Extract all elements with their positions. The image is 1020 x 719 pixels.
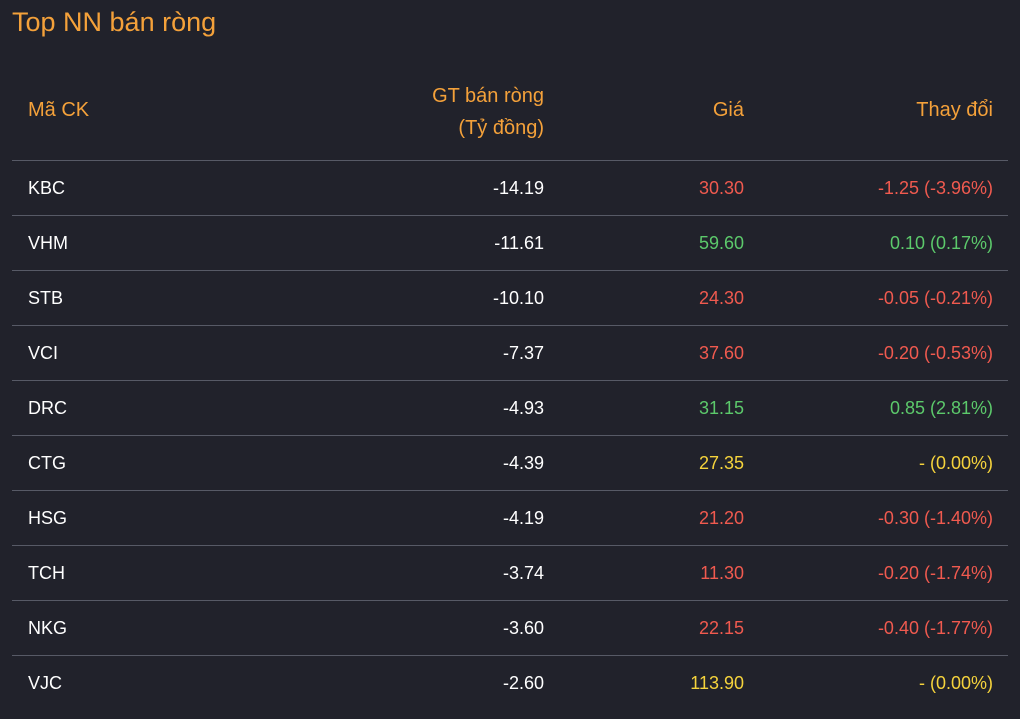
header-net-sell-value-line1: GT bán ròng [432,85,544,107]
table-row[interactable]: TCH -3.74 11.30 -0.20 (-1.74%) [12,546,1008,601]
price: 24.30 [698,288,744,308]
price: 31.15 [698,398,744,418]
price-change: -0.20 (-0.53%) [877,343,993,363]
net-sell-value: -4.39 [502,453,544,473]
net-sell-value: -7.37 [502,343,544,363]
price: 11.30 [700,563,744,583]
table-row[interactable]: HSG -4.19 21.20 -0.30 (-1.40%) [12,491,1008,546]
net-sell-value: -11.61 [494,233,544,253]
stock-code[interactable]: HSG [28,508,68,528]
price-change: -1.25 (-3.96%) [877,178,993,198]
price-change: -0.40 (-1.77%) [877,618,993,638]
header-net-sell-value-line2: (Tỷ đồng) [458,117,544,139]
table-row[interactable]: VCI -7.37 37.60 -0.20 (-0.53%) [12,326,1008,381]
stock-code[interactable]: VHM [28,233,68,253]
table-row[interactable]: DRC -4.93 31.15 0.85 (2.81%) [12,381,1008,436]
price-change: -0.20 (-1.74%) [877,563,993,583]
stock-code[interactable]: VJC [28,673,63,693]
net-sell-table: Mã CK GT bán ròng (Tỷ đồng) Giá Thay đổi… [12,72,1008,710]
header-net-sell-value[interactable]: GT bán ròng (Tỷ đồng) [432,80,544,144]
price: 27.35 [698,453,744,473]
widget-title: Top NN bán ròng [12,7,217,37]
price-change: -0.05 (-0.21%) [877,288,993,308]
price-change: 0.10 (0.17%) [889,233,993,253]
price: 21.20 [698,508,744,528]
table-row[interactable]: CTG -4.39 27.35 - (0.00%) [12,436,1008,491]
stock-code[interactable]: TCH [28,563,65,583]
table-row[interactable]: VHM -11.61 59.60 0.10 (0.17%) [12,216,1008,271]
price: 37.60 [698,343,744,363]
net-sell-value: -2.60 [502,673,544,693]
net-sell-value: -4.93 [502,398,544,418]
price-change: - (0.00%) [918,453,993,473]
stock-code[interactable]: DRC [28,398,67,418]
price: 22.15 [698,618,744,638]
price: 113.90 [690,673,744,693]
net-sell-value: -14.19 [492,178,544,198]
table-row[interactable]: VJC -2.60 113.90 - (0.00%) [12,656,1008,710]
price: 30.30 [698,178,744,198]
stock-code[interactable]: NKG [28,618,68,638]
net-sell-value: -3.74 [502,563,544,583]
price-change: 0.85 (2.81%) [889,398,993,418]
table-row[interactable]: STB -10.10 24.30 -0.05 (-0.21%) [12,271,1008,326]
table-header: Mã CK GT bán ròng (Tỷ đồng) Giá Thay đổi [12,72,1008,161]
net-sell-value: -10.10 [492,288,544,308]
price: 59.60 [698,233,744,253]
price-change: -0.30 (-1.40%) [877,508,993,528]
header-price[interactable]: Giá [712,99,744,121]
net-sell-value: -3.60 [502,618,544,638]
net-sell-value: -4.19 [502,508,544,528]
header-stock-code[interactable]: Mã CK [28,99,90,121]
stock-code[interactable]: CTG [28,453,66,473]
table-row[interactable]: KBC -14.19 30.30 -1.25 (-3.96%) [12,161,1008,216]
stock-code[interactable]: STB [28,288,64,308]
header-change[interactable]: Thay đổi [916,99,993,121]
table-body: KBC -14.19 30.30 -1.25 (-3.96%) VHM -11.61 59.… [12,161,1008,710]
price-change: - (0.00%) [918,673,993,693]
table-row[interactable]: NKG -3.60 22.15 -0.40 (-1.77%) [12,601,1008,656]
stock-code[interactable]: KBC [28,178,66,198]
stock-code[interactable]: VCI [28,343,59,363]
